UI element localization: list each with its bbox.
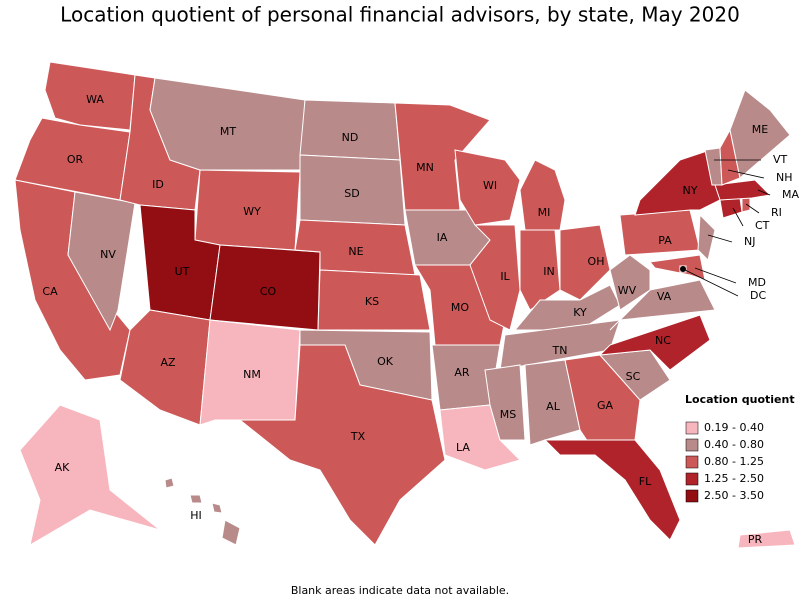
legend-swatch [685,455,699,469]
state-label: FL [639,475,652,488]
state-label: WI [483,179,497,192]
state-label: IN [543,265,554,278]
state-shape [454,149,521,226]
state-shape [729,89,791,179]
state-label: WA [86,93,104,106]
state-label: KS [365,295,379,308]
state-label: ME [752,123,768,136]
legend-label: 2.50 - 3.50 [704,489,764,502]
state-shape [299,99,401,161]
state-label: AL [546,400,561,413]
state-shape [19,404,161,547]
state-shape [697,213,716,261]
leader-line [682,268,739,297]
leader-line [727,169,765,179]
state-shape [719,197,743,219]
state-shape [519,159,566,231]
state-shape [634,149,721,216]
state-label: NH [776,171,793,184]
state-label: GA [597,399,614,412]
state-shape [649,254,706,281]
footnote: Blank areas indicate data not available. [291,584,509,597]
state-label: OR [67,153,84,166]
legend-title: Location quotient [685,393,795,406]
state-shape [737,529,796,549]
legend-swatch [685,489,699,503]
state-label: CA [42,285,58,298]
state-label: MN [416,161,434,174]
state-label: DC [750,289,766,302]
state-label: IL [500,270,510,283]
state-shape [164,477,241,546]
state-shape [238,344,446,546]
state-label: ND [342,131,359,144]
state-label: MO [451,301,469,314]
state-label: VA [657,290,672,303]
state-label: PA [658,234,672,247]
leader-line [707,234,733,243]
state-label: WY [243,205,261,218]
state-label: IA [437,231,448,244]
state-label: SC [626,370,641,383]
state-shape [714,179,772,201]
state-label: HI [190,509,202,522]
state-shape [609,254,651,311]
state-label: AK [55,461,71,474]
state-label: NY [683,184,698,197]
state-label: NV [100,248,116,261]
state-shape [559,224,611,301]
legend-label: 0.80 - 1.25 [704,455,764,468]
state-label: PR [748,533,763,546]
state-shape [619,209,701,256]
state-label: CT [755,219,770,232]
state-label: CO [260,285,277,298]
state-label: VT [773,153,788,166]
legend-label: 0.19 - 0.40 [704,421,764,434]
legend-swatch [685,421,699,435]
leader-line [732,207,744,227]
state-label: KY [573,306,587,319]
state-shape [598,314,711,371]
leader-line [745,203,760,214]
leader-line [694,267,737,284]
legend-swatch [685,472,699,486]
state-label: MS [500,408,516,421]
state-label: SD [344,187,359,200]
state-label: AZ [160,356,176,369]
state-shape [524,359,581,446]
dc-dot [680,266,686,272]
state-label: TX [350,430,366,443]
state-shape [469,224,521,331]
state-shape [317,269,431,331]
state-label: NJ [744,235,755,248]
state-label: OH [588,255,605,268]
state-label: MD [748,276,766,289]
state-shape [609,279,716,331]
state-label: MT [220,125,236,138]
state-label: UT [175,265,190,278]
state-label: NC [655,334,671,347]
legend-swatch [685,438,699,452]
state-label: AR [454,366,470,379]
state-label: NM [243,368,261,381]
state-label: MI [538,206,551,219]
legend-label: 1.25 - 2.50 [704,472,764,485]
state-label: MA [782,188,799,201]
state-label: LA [456,441,470,454]
state-shape [543,439,681,541]
state-label: NE [348,245,363,258]
leader-line [757,189,771,196]
title: Location quotient of personal financial … [60,3,740,27]
state-label: ID [152,178,164,191]
legend-label: 0.40 - 0.80 [704,438,764,451]
state-label: WV [618,284,637,297]
state-shape [741,197,751,213]
state-shape [484,364,526,441]
state-label: OK [377,355,394,368]
state-label: RI [771,206,782,219]
state-label: TN [552,344,568,357]
state-shape [149,77,306,171]
